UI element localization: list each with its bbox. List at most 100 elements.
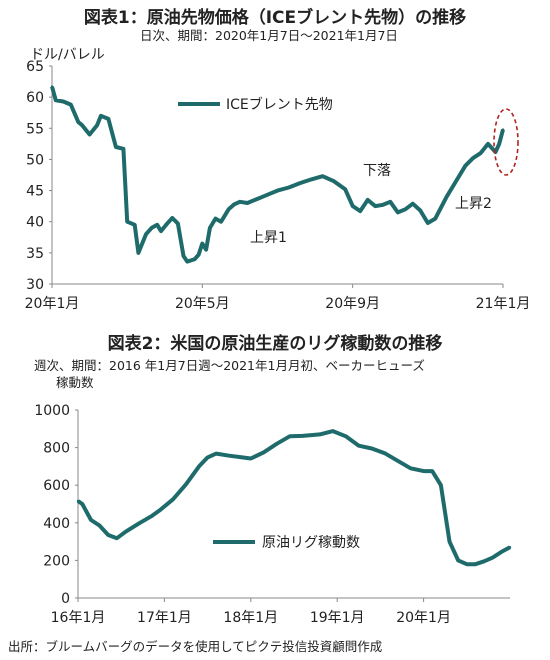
chart2-axes [77,410,510,599]
data-point [124,530,127,534]
data-point [76,499,80,503]
data-point [159,229,163,233]
data-point [197,465,201,468]
data-point [396,211,399,214]
data-point [219,220,223,223]
chart2-points [76,429,512,566]
data-point [156,223,159,227]
data-point [268,192,272,195]
data-point [448,540,451,543]
y-tick-label: 35 [26,246,44,262]
data-point [370,447,373,450]
data-point [275,442,278,446]
chart2-legend: 原油リグ稼動数 [213,535,360,551]
data-point [69,103,72,106]
data-point [419,209,422,212]
data-point [240,456,244,459]
data-point [253,198,257,202]
chart2-subtitle: 週次、期間：2016 年1月7日週～2021年1月月初、ベーカーヒューズ [34,358,425,373]
data-point [331,429,335,433]
data-point [107,117,110,121]
data-point [133,223,136,227]
data-point [310,178,313,181]
data-point [456,559,460,562]
data-point [150,515,153,518]
data-point [456,176,460,180]
x-tick-label: 20年1月 [25,296,80,312]
chart2-x-ticks: 16年1月 17年1月 18年1月 19年1月 20年1月 [51,598,451,626]
data-point [343,188,347,191]
data-point [498,142,501,146]
chart1-series-line [50,86,505,264]
chart1-title: 図表1：原油先物価格（ICEブレント先物）の推移 [83,8,467,28]
x-tick-label: 20年5月 [175,296,230,312]
data-point [158,508,162,512]
chart1-points [50,85,505,263]
data-point [137,522,140,525]
data-point [81,502,84,506]
data-point [396,459,399,462]
data-point [171,216,174,220]
y-tick-label: 1000 [34,403,70,419]
data-point [404,208,407,211]
chart1-x-ticks: 20年1月 20年5月 20年9月 21年1月 [25,284,531,312]
y-tick-label: 30 [26,277,44,293]
data-point [238,200,242,203]
data-point [184,483,188,486]
data-point [227,208,230,211]
data-point [62,100,65,103]
y-tick-label: 45 [26,184,44,200]
data-point [197,253,200,256]
data-point [500,550,503,554]
data-point [445,195,448,198]
chart2-title: 図表2：米国の原油生産のリグ稼動数の推移 [107,334,443,354]
data-point [389,200,392,203]
chart1-legend: ICEブレント先物 [178,96,333,113]
data-point [434,217,437,220]
data-point [249,457,252,460]
data-point [201,242,204,245]
data-point [409,467,412,470]
data-point [276,189,279,192]
x-tick-label: 21年1月 [476,296,531,312]
data-point [233,203,236,206]
data-point [422,469,425,473]
data-point [366,198,369,202]
y-tick-label: 40 [26,215,44,231]
data-point [137,251,140,255]
data-point [115,537,119,540]
data-point [107,533,110,537]
data-point [206,456,209,459]
y-tick-label: 60 [26,90,44,106]
data-point [228,454,231,457]
data-point [358,209,362,213]
data-point [204,248,208,251]
x-tick-label: 16年1月 [51,610,106,626]
data-point [214,217,217,220]
data-point [150,226,153,230]
chart2-plot: 0 200 400 600 800 1000 16年1月 17年1月 18年1月 19年1月 20… [34,403,512,626]
data-point [54,99,57,102]
data-point [318,433,322,436]
data-point [321,175,324,178]
data-point [357,444,360,447]
chart2-y-ticks: 0 200 400 600 800 1000 [34,403,78,607]
chart1-y-ticks: 30 35 40 45 50 55 60 65 [26,59,52,293]
data-point [491,556,494,559]
y-tick-label: 400 [43,516,70,532]
data-point [332,180,336,183]
annotation-up2: 上昇2 [455,196,492,212]
source-footer: 出所：ブルームバーグのデータを使用してピクテ投信投資顧問作成 [8,639,383,654]
x-tick-label: 18年1月 [223,610,278,626]
data-point [261,195,264,198]
data-point [301,434,304,438]
data-point [351,204,354,208]
chart1-legend-label: ICEブレント先物 [226,96,333,113]
data-point [374,204,377,208]
chart2-subtitle-line2: 稼動数 [56,375,94,390]
data-point [176,222,180,225]
data-point [479,152,482,155]
data-point [215,452,218,455]
data-point [122,147,125,151]
